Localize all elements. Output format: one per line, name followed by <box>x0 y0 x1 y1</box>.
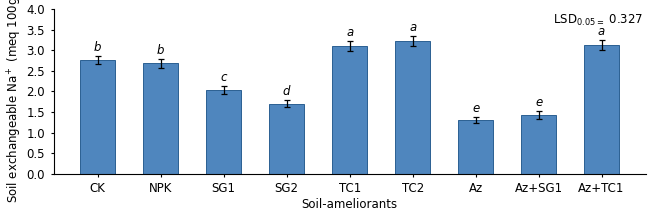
Text: a: a <box>598 25 605 38</box>
Text: e: e <box>472 102 479 115</box>
Text: LSD$_{0.05=}$ 0.327: LSD$_{0.05=}$ 0.327 <box>552 12 643 28</box>
Bar <box>269 104 304 174</box>
Bar <box>395 41 430 174</box>
Y-axis label: Soil exchangeable Na$^+$ (meq 100g$^{-1}$): Soil exchangeable Na$^+$ (meq 100g$^{-1}… <box>4 0 24 203</box>
Bar <box>521 115 556 174</box>
Text: a: a <box>346 26 354 39</box>
Text: a: a <box>409 21 416 34</box>
Text: d: d <box>283 85 291 98</box>
Bar <box>458 120 493 174</box>
Bar <box>207 90 241 174</box>
Text: e: e <box>535 96 542 109</box>
Text: c: c <box>220 71 227 84</box>
Text: b: b <box>94 41 101 54</box>
X-axis label: Soil-ameliorants: Soil-ameliorants <box>302 198 398 211</box>
Bar <box>81 60 115 174</box>
Bar <box>332 46 367 174</box>
Bar <box>144 63 178 174</box>
Bar <box>584 45 619 174</box>
Text: b: b <box>157 44 164 57</box>
